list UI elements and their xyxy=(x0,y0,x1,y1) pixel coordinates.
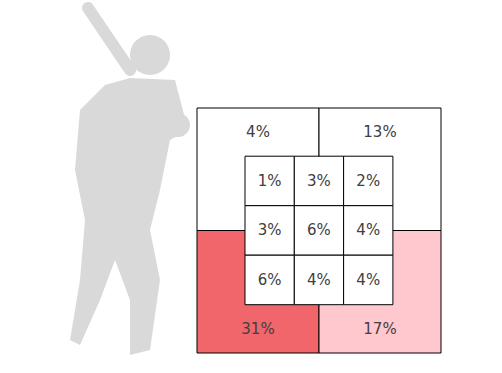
svg-text:3%: 3% xyxy=(307,172,331,190)
svg-text:4%: 4% xyxy=(356,271,380,289)
svg-text:6%: 6% xyxy=(258,271,282,289)
svg-text:13%: 13% xyxy=(363,123,396,141)
svg-text:2%: 2% xyxy=(356,172,380,190)
svg-text:4%: 4% xyxy=(356,221,380,239)
svg-text:3%: 3% xyxy=(258,221,282,239)
svg-text:4%: 4% xyxy=(246,123,270,141)
svg-text:17%: 17% xyxy=(363,320,396,338)
svg-text:4%: 4% xyxy=(307,271,331,289)
svg-text:1%: 1% xyxy=(258,172,282,190)
svg-text:31%: 31% xyxy=(241,320,274,338)
svg-text:6%: 6% xyxy=(307,221,331,239)
